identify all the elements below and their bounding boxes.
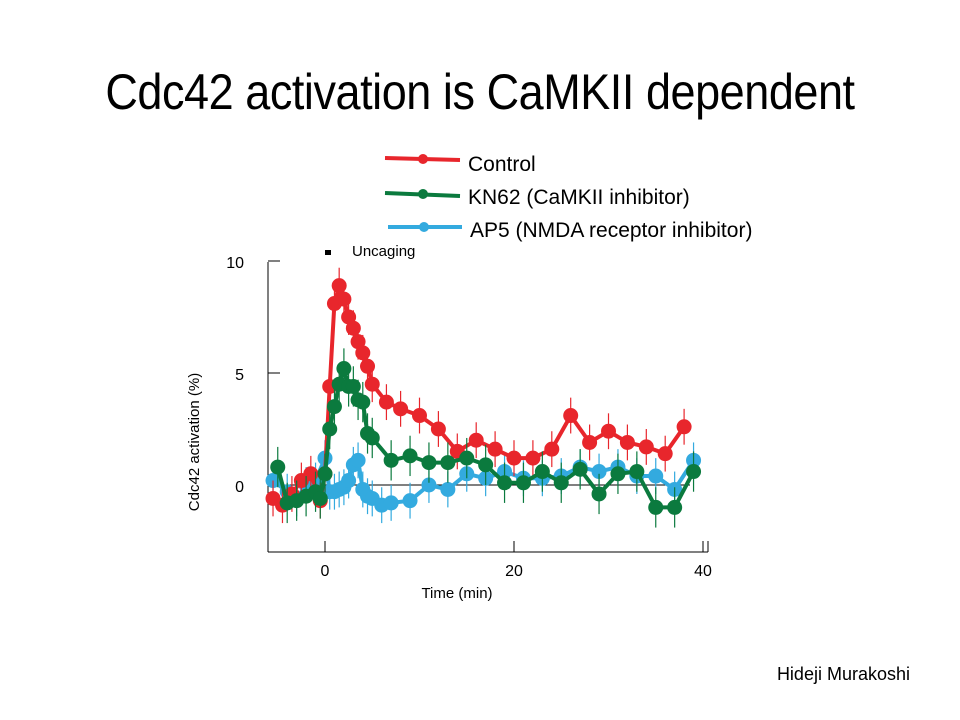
data-point-control — [619, 434, 635, 450]
data-point-control — [341, 309, 357, 325]
data-point-ap5 — [440, 481, 456, 497]
data-point-control — [582, 434, 598, 450]
data-point-control — [506, 450, 522, 466]
data-point-kn62 — [440, 455, 456, 471]
slide-title: Cdc42 activation is CaMKII dependent — [105, 64, 855, 120]
data-point-kn62 — [591, 486, 607, 502]
legend-item-ap5: AP5 (NMDA receptor inhibitor) — [388, 219, 752, 242]
series-layer — [265, 267, 702, 528]
y-tick-label: 0 — [235, 479, 244, 496]
series-ap5 — [265, 440, 702, 524]
data-point-control — [468, 432, 484, 448]
series-line-kn62 — [275, 366, 696, 510]
data-point-control — [544, 441, 560, 457]
data-point-control — [336, 291, 352, 307]
data-point-kn62 — [648, 499, 664, 515]
legend-label-control: Control — [468, 153, 536, 176]
uncaging-bar — [325, 250, 331, 255]
uncaging-label: Uncaging — [352, 243, 415, 260]
legend: Control KN62 (CaMKII inhibitor) AP5 (NMD… — [384, 153, 752, 242]
data-point-control — [331, 278, 347, 294]
data-point-ap5 — [591, 464, 607, 480]
data-point-control — [393, 401, 409, 417]
y-tick-label: 10 — [226, 255, 244, 272]
y-axis-label: Cdc42 activation (%) — [186, 373, 203, 511]
data-point-ap5 — [648, 468, 664, 484]
legend-label-ap5: AP5 (NMDA receptor inhibitor) — [470, 219, 752, 242]
x-ticks: 0 20 40 — [321, 541, 712, 580]
data-point-control — [563, 408, 579, 424]
data-point-kn62 — [478, 457, 494, 473]
data-point-kn62 — [336, 361, 352, 377]
data-point-kn62 — [686, 464, 702, 480]
credit: Hideji Murakoshi — [776, 664, 910, 684]
data-point-ap5 — [383, 495, 399, 511]
data-point-kn62 — [459, 450, 475, 466]
data-point-control — [360, 358, 376, 374]
data-point-kn62 — [667, 499, 683, 515]
data-point-control — [430, 421, 446, 437]
data-point-ap5 — [350, 452, 366, 468]
data-point-kn62 — [270, 459, 286, 475]
data-point-kn62 — [421, 455, 437, 471]
data-point-ap5 — [421, 477, 437, 493]
legend-marker-ap5 — [419, 222, 429, 232]
data-point-kn62 — [610, 466, 626, 482]
legend-item-control: Control — [384, 153, 536, 176]
data-point-control — [355, 345, 371, 361]
data-point-control — [303, 466, 319, 482]
data-point-control — [364, 376, 380, 392]
data-point-kn62 — [572, 461, 588, 477]
data-point-control — [676, 419, 692, 435]
data-point-kn62 — [497, 475, 513, 491]
data-point-kn62 — [345, 378, 361, 394]
legend-item-kn62: KN62 (CaMKII inhibitor) — [384, 186, 690, 209]
x-tick-label: 0 — [321, 563, 330, 580]
data-point-kn62 — [364, 430, 380, 446]
data-point-control — [487, 441, 503, 457]
y-tick-label: 5 — [235, 367, 244, 384]
data-point-kn62 — [402, 448, 418, 464]
x-axis-label: Time (min) — [421, 585, 492, 602]
data-point-kn62 — [534, 464, 550, 480]
y-ticks: 0 5 10 — [226, 255, 280, 496]
data-point-kn62 — [515, 475, 531, 491]
axes: 0 5 10 0 20 40 — [226, 255, 712, 580]
x-tick-label: 20 — [505, 563, 523, 580]
data-point-control — [378, 394, 394, 410]
legend-label-kn62: KN62 (CaMKII inhibitor) — [468, 186, 690, 209]
legend-marker-kn62 — [418, 189, 428, 199]
data-point-kn62 — [383, 452, 399, 468]
data-point-control — [412, 408, 427, 424]
data-point-control — [525, 450, 541, 466]
x-tick-label: 40 — [694, 563, 712, 580]
data-point-control — [638, 439, 654, 455]
series-kn62 — [270, 348, 702, 528]
data-point-control — [345, 320, 361, 336]
data-point-kn62 — [322, 421, 338, 437]
data-point-kn62 — [355, 394, 371, 410]
data-point-kn62 — [312, 490, 328, 506]
data-point-ap5 — [402, 493, 418, 509]
data-point-ap5 — [341, 473, 357, 489]
data-point-kn62 — [317, 466, 333, 482]
data-point-control — [657, 446, 673, 462]
legend-marker-control — [418, 154, 428, 164]
data-point-control — [601, 423, 616, 439]
data-point-kn62 — [629, 464, 645, 480]
data-point-kn62 — [326, 399, 342, 415]
data-point-control — [350, 334, 366, 350]
data-point-kn62 — [553, 475, 569, 491]
